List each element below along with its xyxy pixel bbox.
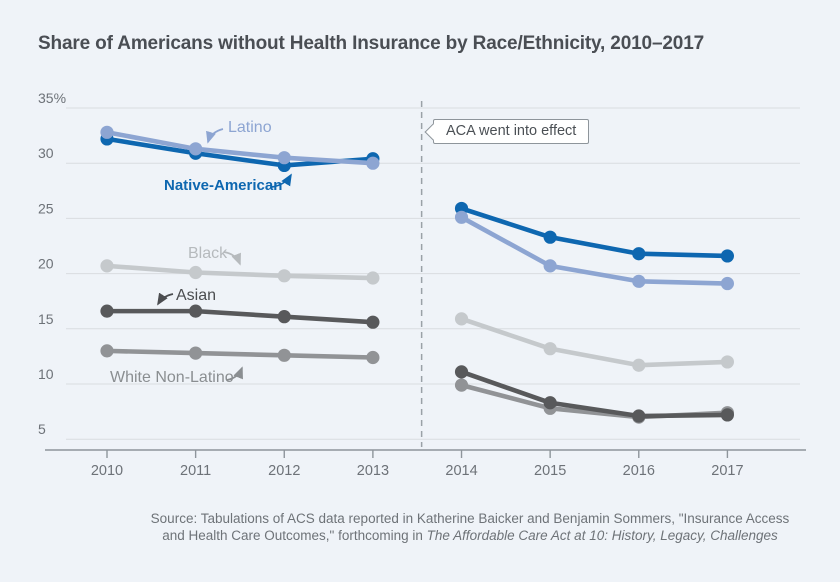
series-label-black: Black bbox=[188, 245, 228, 262]
data-point bbox=[189, 304, 203, 318]
data-point bbox=[632, 247, 646, 261]
x-tick-label-2011: 2011 bbox=[180, 463, 211, 479]
data-point bbox=[189, 142, 203, 156]
y-tick-label-5: 5 bbox=[38, 421, 46, 437]
data-point bbox=[632, 409, 646, 423]
x-tick-label-2016: 2016 bbox=[623, 463, 655, 479]
x-tick-label-2013: 2013 bbox=[357, 463, 389, 479]
data-point bbox=[454, 378, 469, 392]
data-point bbox=[543, 396, 557, 410]
data-point bbox=[189, 265, 203, 280]
series-Asian bbox=[100, 304, 735, 423]
aca-callout: ACA went into effect bbox=[424, 119, 590, 144]
x-tick-label-2014: 2014 bbox=[445, 463, 477, 479]
y-tick-label-20: 20 bbox=[38, 256, 54, 272]
label-arrow bbox=[157, 292, 174, 306]
data-point bbox=[454, 210, 469, 224]
series-label-latino: Latino bbox=[228, 119, 272, 136]
data-point bbox=[543, 230, 557, 244]
data-point bbox=[100, 304, 114, 318]
series-line bbox=[459, 369, 730, 419]
data-point bbox=[366, 350, 380, 365]
series-line bbox=[104, 348, 376, 360]
series-line bbox=[459, 206, 730, 259]
data-point bbox=[366, 156, 380, 170]
series-line bbox=[459, 382, 730, 420]
series-Black bbox=[100, 259, 735, 372]
page-title: Share of Americans without Health Insura… bbox=[38, 33, 705, 54]
source-line-1: Source: Tabulations of ACS data reported… bbox=[150, 511, 790, 526]
series-line bbox=[459, 316, 730, 368]
data-point bbox=[454, 365, 469, 379]
x-tick-label-2012: 2012 bbox=[268, 463, 300, 479]
label-arrow bbox=[226, 366, 243, 381]
y-tick-label-30: 30 bbox=[38, 145, 54, 161]
x-tick-label-2015: 2015 bbox=[534, 463, 566, 479]
data-point bbox=[632, 274, 646, 288]
series-line bbox=[104, 263, 376, 281]
series-line bbox=[104, 129, 376, 166]
data-point bbox=[100, 344, 114, 358]
data-point bbox=[543, 342, 557, 356]
label-arrow bbox=[271, 173, 292, 188]
data-point bbox=[277, 269, 291, 283]
label-arrow bbox=[206, 128, 224, 144]
series-label-asian: Asian bbox=[176, 287, 217, 304]
source-line-2-regular: and Health Care Outcomes," forthcoming i… bbox=[162, 527, 427, 543]
x-tick-label-2017: 2017 bbox=[711, 463, 743, 479]
data-point bbox=[720, 355, 735, 369]
data-point bbox=[543, 259, 557, 273]
data-point bbox=[632, 358, 646, 372]
series-label-white-non-latino: White Non-Latino bbox=[110, 369, 234, 386]
data-point bbox=[100, 259, 114, 273]
data-point bbox=[366, 271, 380, 285]
label-arrow bbox=[223, 251, 241, 266]
data-point bbox=[277, 348, 291, 362]
y-tick-label-25: 25 bbox=[38, 200, 54, 216]
data-point bbox=[277, 151, 291, 165]
data-point bbox=[277, 310, 291, 324]
y-tick-label-15: 15 bbox=[38, 311, 54, 327]
source-line-2: and Health Care Outcomes," forthcoming i… bbox=[110, 528, 830, 545]
series-Latino bbox=[100, 125, 735, 291]
data-point bbox=[720, 249, 735, 263]
data-point bbox=[189, 346, 203, 360]
y-tick-label-10: 10 bbox=[38, 366, 54, 382]
series-label-native-american: Native-American bbox=[164, 177, 283, 194]
aca-callout-text: ACA went into effect bbox=[446, 123, 577, 139]
series-line bbox=[459, 214, 730, 286]
x-tick-label-2010: 2010 bbox=[91, 463, 123, 479]
series-line bbox=[104, 308, 376, 325]
data-point bbox=[720, 408, 735, 422]
data-point bbox=[720, 276, 735, 291]
source-note: Source: Tabulations of ACS data reported… bbox=[110, 511, 830, 545]
data-point bbox=[454, 312, 469, 326]
data-point bbox=[366, 315, 380, 329]
source-line-2-italic: The Affordable Care Act at 10: History, … bbox=[426, 527, 778, 543]
data-point bbox=[100, 125, 114, 139]
y-tick-label-35: 35% bbox=[38, 90, 66, 106]
